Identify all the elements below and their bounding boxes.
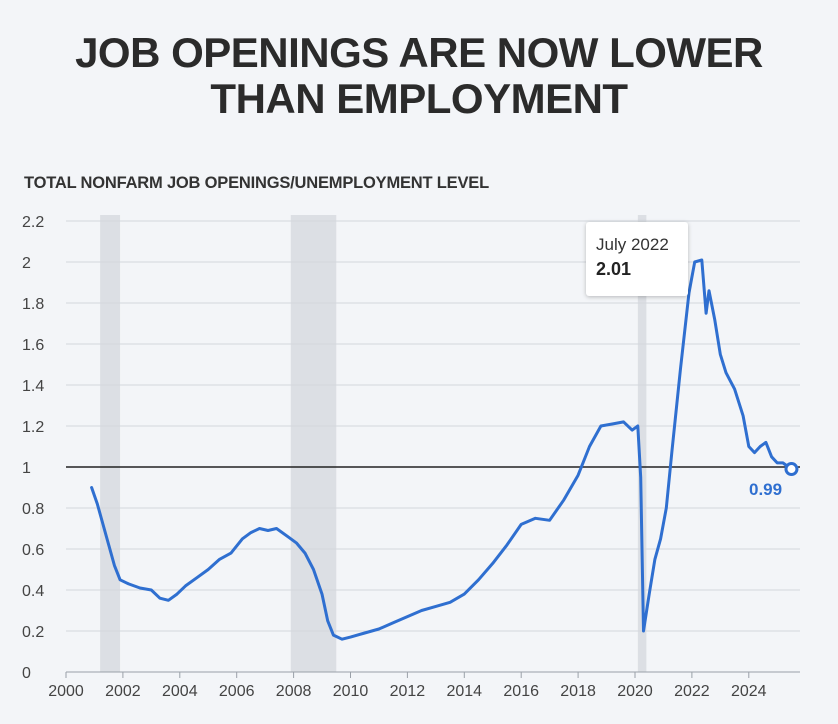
axis-tick-labels: 0 0.2 0.4 0.6 0.8 1 1.2 1.4 1.6 1.8 2 2.2 2000 2002 20… xyxy=(22,214,767,700)
recession-band-3 xyxy=(637,215,647,672)
y-tick-label: 1.8 xyxy=(22,296,44,313)
x-tick-label: 2006 xyxy=(219,683,255,700)
y-tick-label: 1 xyxy=(22,460,31,477)
peak-callout: July 2022 2.01 xyxy=(586,222,688,296)
y-tick-label: 0 xyxy=(22,665,31,682)
recession-band-1 xyxy=(100,215,121,672)
y-tick-label: 2.2 xyxy=(22,214,44,231)
y-tick-label: 1.6 xyxy=(22,337,44,354)
x-tick-label: 2018 xyxy=(560,683,596,700)
y-tick-label: 0.6 xyxy=(22,542,44,559)
peak-callout-value: 2.01 xyxy=(596,259,632,279)
chart-title-line-2: THAN EMPLOYMENT xyxy=(210,75,628,122)
x-tick-label: 2002 xyxy=(105,683,141,700)
recession-shading-layer xyxy=(100,215,647,672)
x-tick-label: 2014 xyxy=(446,683,482,700)
recession-band-2 xyxy=(290,215,337,672)
x-tick-label: 2000 xyxy=(48,683,84,700)
x-tick-label: 2010 xyxy=(333,683,369,700)
series-line xyxy=(90,258,793,641)
x-tick-label: 2024 xyxy=(731,683,767,700)
latest-value-label: 0.99 xyxy=(749,480,783,499)
x-tick-label: 2016 xyxy=(503,683,539,700)
peak-callout-date: July 2022 xyxy=(596,235,669,254)
y-tick-label: 0.4 xyxy=(22,583,44,600)
x-tick-label: 2004 xyxy=(162,683,198,700)
x-tick-label: 2022 xyxy=(674,683,710,700)
x-tick-label: 2020 xyxy=(617,683,653,700)
y-tick-label: 1.2 xyxy=(22,419,44,436)
chart-title: JOB OPENINGS ARE NOW LOWER THAN EMPLOYME… xyxy=(0,30,838,122)
y-tick-label: 0.8 xyxy=(22,501,44,518)
series-layer xyxy=(90,258,799,641)
chart-subtitle: TOTAL NONFARM JOB OPENINGS/UNEMPLOYMENT … xyxy=(24,174,489,192)
latest-point-marker xyxy=(784,462,799,477)
x-tick-label: 2008 xyxy=(276,683,312,700)
y-tick-label: 1.4 xyxy=(22,378,44,395)
x-tick-label: 2012 xyxy=(390,683,426,700)
y-tick-label: 0.2 xyxy=(22,624,44,641)
chart-title-line-1: JOB OPENINGS ARE NOW LOWER xyxy=(75,29,763,76)
y-tick-label: 2 xyxy=(22,255,31,272)
